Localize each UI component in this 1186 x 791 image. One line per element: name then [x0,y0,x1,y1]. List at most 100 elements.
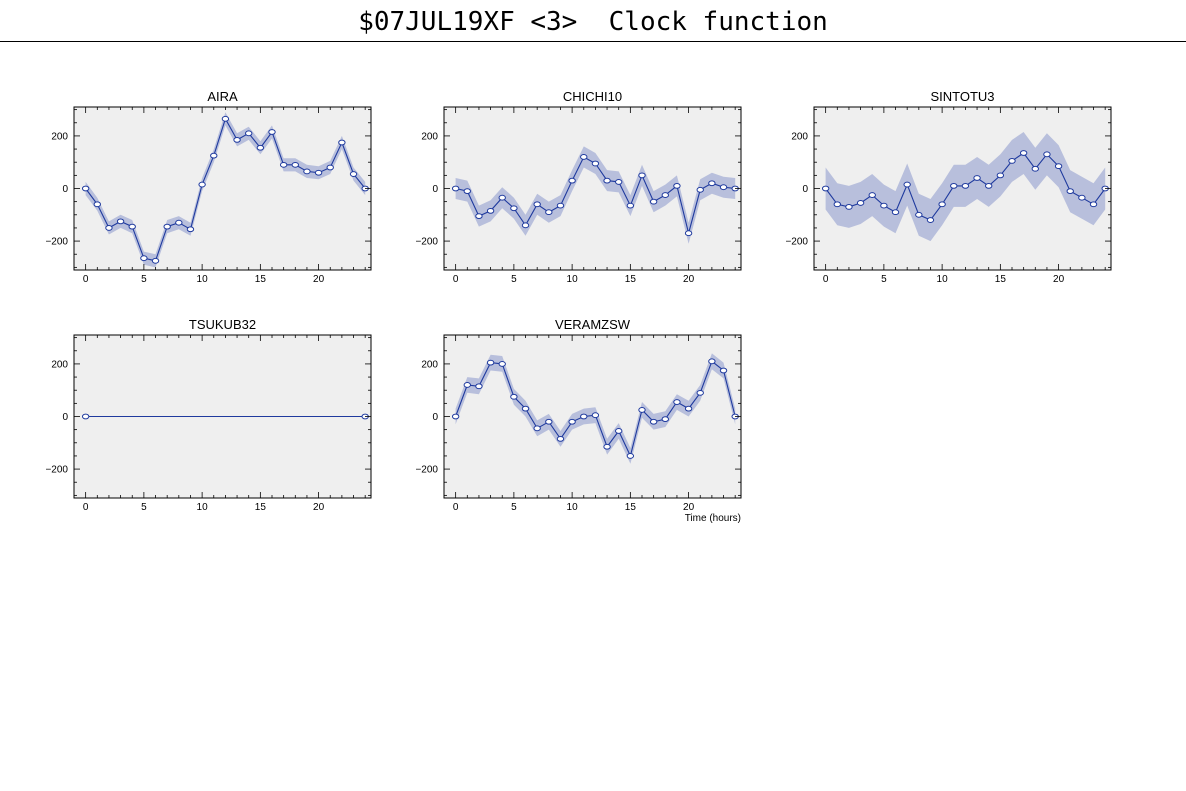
x-tick-label: 0 [453,502,459,513]
data-point [349,171,358,177]
y-tick-label: 0 [432,184,438,195]
data-point [556,435,565,442]
data-point [915,211,923,218]
data-point [903,181,911,188]
data-point [626,453,635,459]
x-tick-label: 15 [625,502,637,513]
data-point [961,182,970,189]
data-point [533,201,541,208]
data-point [626,202,635,209]
data-point [521,405,530,412]
chart-title: TSUKUB32 [189,317,256,332]
data-point [326,164,334,171]
x-tick-label: 0 [823,274,829,285]
data-point [510,205,518,212]
x-tick-label: 5 [881,274,887,285]
data-point [603,443,611,450]
data-point [198,181,206,188]
data-point [303,168,311,175]
y-tick-label: 200 [791,131,808,142]
data-point [475,213,483,220]
chart-panel-sintotu3: 0 5 10 15 20 −200 0 200 SINTOTU3 [785,89,1112,285]
data-point [498,361,506,367]
data-point [510,393,518,400]
y-tick-label: −200 [785,237,808,248]
data-point [210,152,218,159]
data-point [1066,188,1074,195]
data-point [475,383,483,390]
data-point [568,177,576,184]
data-point [463,382,471,388]
data-point [533,425,541,432]
data-point [486,207,495,214]
x-tick-label: 20 [313,502,325,513]
x-tick-label: 20 [313,274,325,285]
data-point [684,230,693,237]
x-tick-label: 20 [683,502,695,513]
y-tick-label: −200 [45,237,68,248]
data-point [684,405,693,412]
data-point [649,198,658,205]
data-point [821,185,830,192]
error-band [455,146,736,244]
data-point [175,219,183,226]
x-tick-label: 0 [83,274,89,285]
data-point [580,413,588,420]
chart-panel-veramzsw: 0 5 10 15 20 −200 0 200 VERAMZSW Time (hours) [415,317,742,524]
y-tick-label: 200 [421,131,438,142]
y-tick-label: 200 [421,359,438,370]
data-point [568,418,576,425]
x-tick-label: 10 [937,274,949,285]
data-point [81,185,90,192]
data-point [638,407,646,413]
data-point [151,257,160,264]
data-point [661,192,669,198]
data-point [451,413,460,420]
y-tick-label: −200 [45,465,68,476]
x-tick-label: 10 [197,274,209,285]
data-point [545,209,553,216]
data-point [615,179,623,185]
data-point [1089,201,1098,208]
chart-panel-tsukub32: 0 5 10 15 20 −200 0 200 TSUKUB32 [45,317,372,513]
data-point [256,144,265,151]
error-band [455,353,736,464]
y-tick-label: −200 [415,465,438,476]
x-tick-label: 15 [995,274,1007,285]
data-point [591,160,600,167]
data-point [603,177,611,184]
data-point [926,217,935,223]
data-point [973,175,981,181]
data-point [116,218,125,225]
data-point [268,129,276,135]
chart-panel-aira: 0 5 10 15 20 −200 0 200 AIRA [45,89,372,285]
page-title: $07JUL19XF <3> Clock function [358,7,828,37]
chart-title: AIRA [207,89,238,104]
x-tick-label: 5 [511,502,517,513]
x-tick-label: 5 [511,274,517,285]
data-point [545,418,553,425]
data-point [451,185,460,192]
data-point [868,192,876,198]
data-point [985,182,993,189]
plot-area [444,107,741,270]
data-point [673,182,681,189]
data-point [105,225,113,231]
data-point [291,161,299,168]
x-tick-label: 10 [197,502,209,513]
data-point [279,161,288,168]
data-point [649,418,658,425]
data-point [950,182,958,189]
data-point [81,413,90,420]
data-point [580,154,588,160]
x-tick-label: 20 [683,274,695,285]
data-point [891,209,900,216]
y-tick-label: 0 [802,184,808,195]
x-tick-label: 15 [255,502,267,513]
data-point [140,255,148,262]
chart-title: SINTOTU3 [930,89,994,104]
y-tick-label: −200 [415,237,438,248]
data-point [1019,150,1028,156]
data-point [638,172,646,179]
